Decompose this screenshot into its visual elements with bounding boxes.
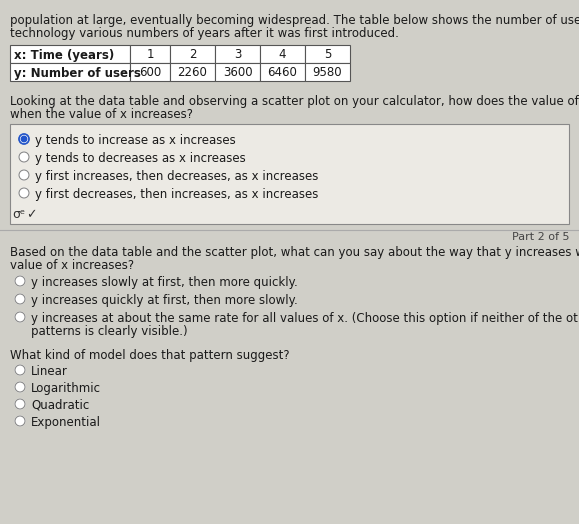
Text: y increases quickly at first, then more slowly.: y increases quickly at first, then more …	[31, 294, 298, 307]
Bar	[260, 45, 305, 63]
Text: Looking at the data table and observing a scatter plot on your calculator, how d: Looking at the data table and observing …	[10, 95, 579, 108]
Circle shape	[19, 152, 29, 162]
Text: y increases slowly at first, then more quickly.: y increases slowly at first, then more q…	[31, 276, 298, 289]
Text: 3600: 3600	[223, 67, 252, 80]
Circle shape	[15, 416, 25, 426]
Bar	[305, 45, 350, 63]
Circle shape	[15, 276, 25, 286]
Bar	[215, 63, 260, 81]
Circle shape	[15, 294, 25, 304]
Text: Linear: Linear	[31, 365, 68, 378]
Bar	[130, 45, 170, 63]
Circle shape	[19, 134, 29, 144]
Text: 9580: 9580	[313, 67, 342, 80]
Bar	[215, 45, 260, 63]
Text: Quadratic: Quadratic	[31, 399, 89, 412]
Circle shape	[21, 136, 27, 142]
Text: Based on the data table and the scatter plot, what can you say about the way tha: Based on the data table and the scatter …	[10, 246, 579, 259]
Bar	[260, 63, 305, 81]
Text: 2: 2	[189, 49, 196, 61]
Bar	[10, 124, 569, 224]
Circle shape	[15, 365, 25, 375]
Circle shape	[15, 382, 25, 392]
Text: population at large, eventually becoming widespread. The table below shows the n: population at large, eventually becoming…	[10, 14, 579, 27]
Text: 1: 1	[146, 49, 154, 61]
Text: What kind of model does that pattern suggest?: What kind of model does that pattern sug…	[10, 349, 290, 362]
Text: technology various numbers of years after it was first introduced.: technology various numbers of years afte…	[10, 27, 399, 40]
Bar	[10, 63, 130, 81]
Text: y: Number of users: y: Number of users	[14, 67, 141, 80]
Text: 5: 5	[324, 49, 331, 61]
Text: y first increases, then decreases, as x increases: y first increases, then decreases, as x …	[35, 170, 318, 183]
Text: when the value of x increases?: when the value of x increases?	[10, 108, 193, 121]
Text: y tends to increase as x increases: y tends to increase as x increases	[35, 134, 236, 147]
Text: value of x increases?: value of x increases?	[10, 259, 134, 272]
Text: Exponential: Exponential	[31, 416, 101, 429]
Circle shape	[19, 170, 29, 180]
Bar	[10, 45, 130, 63]
Text: ✓: ✓	[26, 208, 36, 221]
Text: 3: 3	[234, 49, 241, 61]
Text: 600: 600	[139, 67, 161, 80]
Text: Part 2 of 5: Part 2 of 5	[511, 232, 569, 242]
Circle shape	[19, 188, 29, 198]
Text: 2260: 2260	[178, 67, 207, 80]
Bar	[130, 63, 170, 81]
Text: 4: 4	[278, 49, 286, 61]
Bar	[305, 63, 350, 81]
Bar	[170, 63, 215, 81]
Text: σᵉ: σᵉ	[12, 208, 25, 221]
Bar	[170, 45, 215, 63]
Text: y first decreases, then increases, as x increases: y first decreases, then increases, as x …	[35, 188, 318, 201]
Circle shape	[15, 399, 25, 409]
Text: patterns is clearly visible.): patterns is clearly visible.)	[31, 325, 188, 338]
Text: y tends to decreases as x increases: y tends to decreases as x increases	[35, 152, 245, 165]
Circle shape	[15, 312, 25, 322]
Text: 6460: 6460	[267, 67, 298, 80]
Text: Logarithmic: Logarithmic	[31, 382, 101, 395]
Text: x: Time (years): x: Time (years)	[14, 49, 114, 61]
Text: y increases at about the same rate for all values of x. (Choose this option if n: y increases at about the same rate for a…	[31, 312, 579, 325]
